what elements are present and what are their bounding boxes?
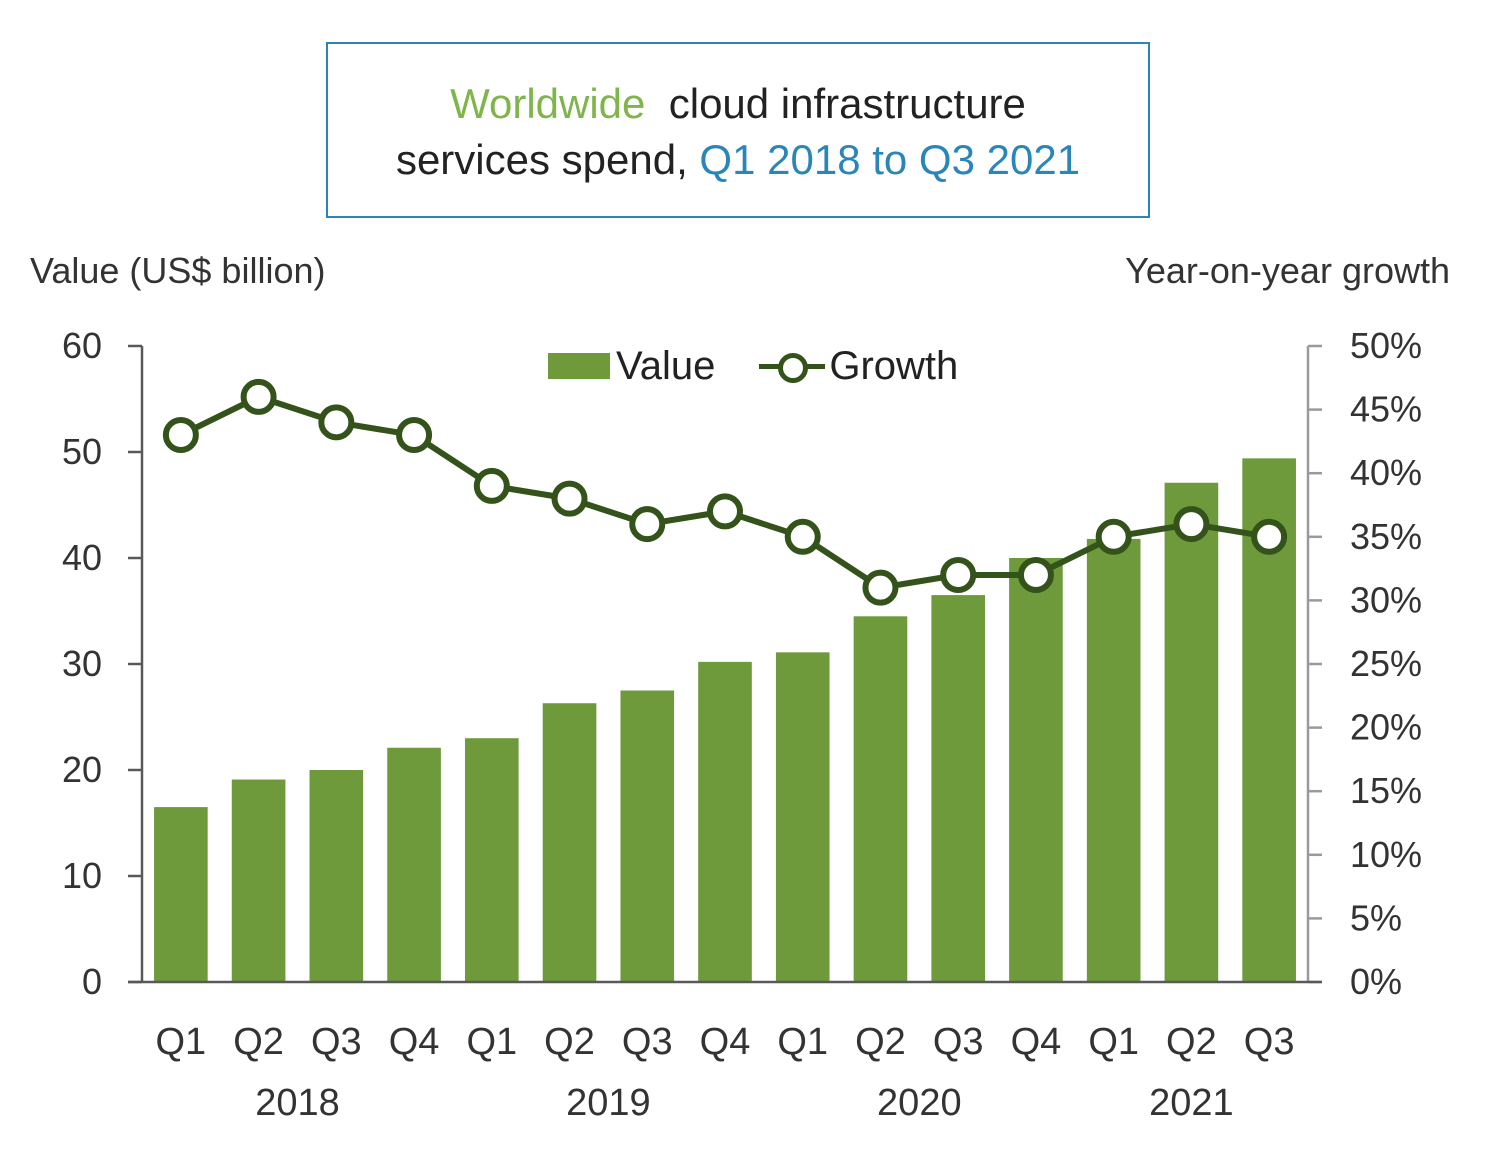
x-group-label: 2020 [877,1082,962,1124]
x-tick-label: Q1 [777,1021,828,1063]
bar-value [464,738,519,982]
y-tick-label-right: 25% [1350,643,1422,684]
growth-point [1017,556,1054,593]
y-tick-label-left: 60 [62,325,102,366]
y-tick-label-right: 20% [1350,707,1422,748]
x-tick-label: Q3 [1244,1021,1295,1063]
y-tick-label-left: 40 [62,537,102,578]
y-tick-label-right: 45% [1350,389,1422,430]
x-tick-label: Q2 [1166,1021,1217,1063]
legend-label-growth: Growth [829,343,959,388]
y-tick-label-right: 35% [1350,516,1422,557]
x-tick-label: Q4 [389,1021,440,1063]
bar-value [931,595,986,982]
bar-value [698,661,752,982]
x-tick-label: Q3 [933,1021,984,1063]
y-tick-label-right: 30% [1350,579,1422,620]
y-tick-label-left: 0 [82,961,102,1002]
bar-value [309,770,364,982]
chart-legend: Value Growth [548,340,958,392]
legend-swatch-value [548,353,610,379]
x-tick-label: Q1 [1088,1021,1139,1063]
growth-point [240,378,277,415]
growth-point [862,569,899,606]
x-tick-label: Q1 [466,1021,517,1063]
chart-title-spend: services spend, [395,136,688,183]
x-tick-label: Q4 [1011,1021,1062,1063]
x-group-label: 2018 [255,1082,340,1124]
growth-point [784,518,821,555]
bar-value [1164,482,1219,982]
y-axis-title-right: Year-on-year growth [1125,250,1450,291]
y-tick-label-right: 10% [1350,834,1422,875]
bar-value [1086,538,1141,982]
line-series-growth [162,378,1288,606]
bar-series-value [154,458,1296,982]
bar-value [775,652,830,982]
growth-point [940,556,977,593]
growth-point [396,417,433,454]
y-tick-label-right: 15% [1350,770,1422,811]
bar-value [1009,558,1063,982]
y-tick-label-right: 0% [1350,961,1402,1002]
growth-point [707,493,743,530]
bar-value [620,690,675,982]
y-tick-label-right: 50% [1350,325,1422,366]
chart-title-line-2: services spend, Q1 2018 to Q3 2021 [328,132,1148,188]
chart-title-subject: cloud infrastructure [668,80,1026,127]
y-tick-label-left: 50 [62,431,102,472]
growth-point [1173,506,1210,543]
bar-value [853,616,908,982]
bar-value [231,779,286,982]
y-tick-label-right: 5% [1350,897,1402,938]
axis-labels: 0 10 20 30 40 50 60 0% 5% 10% 15% 20% 25% 30% 35% 40% 45… [62,325,1422,1124]
bar-value [387,747,441,982]
x-tick-label: Q2 [233,1021,284,1063]
y-tick-label-right: 40% [1350,452,1422,493]
x-tick-label: Q2 [855,1021,906,1063]
legend-swatch-growth [759,351,826,383]
x-tick-label: Q3 [311,1021,362,1063]
x-tick-label: Q2 [544,1021,595,1063]
chart-title-box: Worldwide cloud infrastructure services … [326,42,1150,218]
growth-point [473,467,510,504]
growth-point [551,480,588,517]
legend-item-value: Value [548,344,715,389]
y-tick-label-left: 30 [62,643,102,684]
legend-item-growth: Growth [715,344,958,389]
chart-title-worldwide: Worldwide [450,80,646,127]
growth-point [629,506,666,543]
y-tick-label-left: 20 [62,749,102,790]
bar-value [154,807,208,982]
x-group-label: 2019 [566,1082,651,1124]
growth-point [318,404,355,441]
x-tick-label: Q4 [700,1021,751,1063]
x-group-label: 2021 [1149,1082,1234,1124]
growth-point [1095,518,1132,555]
x-tick-label: Q3 [622,1021,673,1063]
bar-value [542,703,597,982]
legend-label-value: Value [616,343,716,388]
chart-title-period: Q1 2018 to Q3 2021 [699,136,1081,183]
y-tick-label-left: 10 [62,855,102,896]
y-axis-title-left: Value (US$ billion) [30,250,326,291]
growth-point [1251,518,1288,555]
chart-axes [128,344,1322,984]
growth-point [162,417,199,454]
x-tick-label: Q1 [156,1021,207,1063]
chart-title-line-1: Worldwide cloud infrastructure [328,76,1148,132]
